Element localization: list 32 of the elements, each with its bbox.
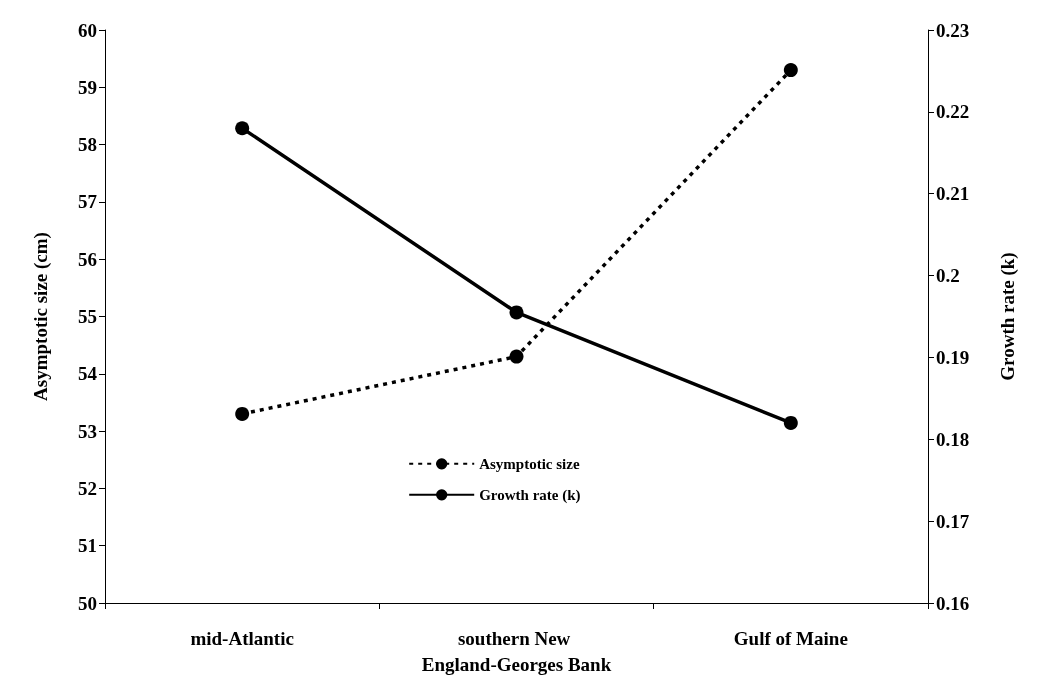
y-tick-label: 51 [78, 535, 97, 557]
point [783, 63, 798, 78]
y2-tick-label: 0.22 [936, 101, 970, 123]
legend-label: Growth rate (k) [479, 486, 581, 504]
y2-tick-label: 0.19 [936, 346, 970, 368]
y-tick-label: 57 [78, 191, 98, 213]
x-tick-label: mid-Atlantic [190, 627, 294, 649]
y2-tick-label: 0.21 [936, 183, 970, 205]
point [783, 415, 798, 430]
y-tick-label: 56 [78, 248, 97, 270]
y-tick-label: 59 [78, 76, 97, 98]
y-tick-label: 54 [78, 363, 98, 385]
y2-axis-title: Growth rate (k) [997, 252, 1019, 381]
y2-tick-label: 0.23 [936, 19, 970, 41]
point [235, 406, 250, 421]
y-tick-label: 53 [78, 420, 97, 442]
y2-tick-label: 0.2 [936, 265, 960, 287]
y-tick-label: 60 [78, 19, 97, 41]
x-tick-label: southern New England-Georges Bank [421, 627, 612, 675]
y-tick-label: 58 [78, 134, 97, 156]
x-tick-label: Gulf of Maine [733, 627, 848, 649]
y2-tick-label: 0.16 [936, 592, 970, 614]
legend-label: Asymptotic size [479, 455, 580, 472]
y-tick-label: 55 [78, 306, 97, 327]
point [509, 349, 524, 364]
y-axis-title: Asymptotic size (cm) [30, 232, 52, 401]
y-tick-label: 50 [78, 592, 97, 614]
y-tick-label: 52 [78, 477, 97, 499]
y2-tick-label: 0.18 [936, 428, 970, 450]
y2-tick-label: 0.17 [936, 510, 970, 532]
point [509, 305, 524, 320]
point [235, 121, 250, 136]
